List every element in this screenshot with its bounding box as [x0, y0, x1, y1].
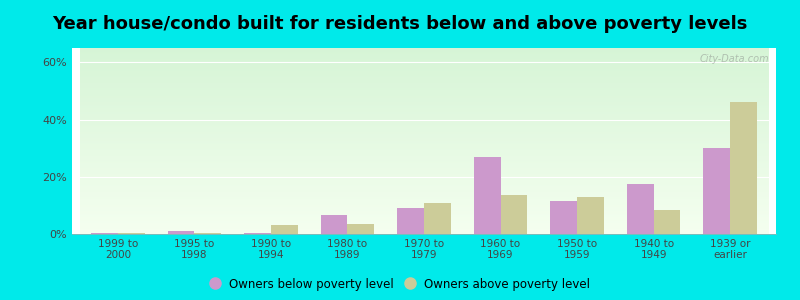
Bar — [91, 232, 118, 234]
Bar — [577, 197, 604, 234]
Bar — [730, 102, 757, 234]
Bar — [168, 231, 194, 234]
Bar — [501, 195, 527, 234]
Bar — [550, 201, 577, 234]
Legend: Owners below poverty level, Owners above poverty level: Owners below poverty level, Owners above… — [210, 278, 590, 291]
Bar — [321, 215, 347, 234]
Text: Year house/condo built for residents below and above poverty levels: Year house/condo built for residents bel… — [52, 15, 748, 33]
Bar — [424, 202, 450, 234]
Bar — [703, 148, 730, 234]
Bar — [626, 184, 654, 234]
Bar — [347, 224, 374, 234]
Bar — [244, 232, 271, 234]
Bar — [654, 210, 680, 234]
Bar — [474, 157, 501, 234]
Text: City-Data.com: City-Data.com — [699, 54, 769, 64]
Bar — [194, 232, 222, 234]
Bar — [271, 225, 298, 234]
Bar — [398, 208, 424, 234]
Bar — [118, 232, 145, 234]
